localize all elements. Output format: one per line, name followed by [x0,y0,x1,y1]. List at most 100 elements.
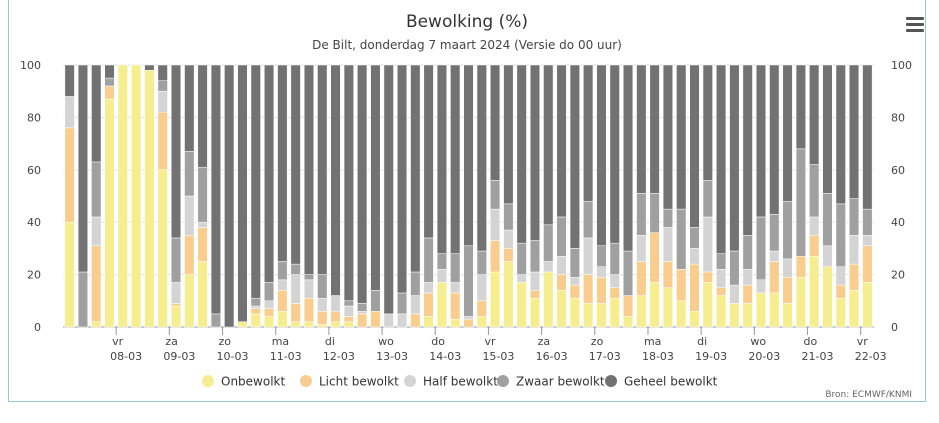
bar-geheel-bewolkt [795,64,806,150]
bar-onbewolkt [317,324,328,328]
legend-item-label[interactable]: Zwaar bewolkt [516,375,605,389]
bar-licht-bewolkt [303,297,314,323]
bar-geheel-bewolkt [224,64,235,328]
bar-half-bewolkt [849,235,860,265]
bar-geheel-bewolkt [583,64,594,202]
bar-half-bewolkt [529,271,541,291]
bar-zwaar-bewolkt [676,208,687,270]
bar-geheel-bewolkt [835,64,846,205]
bar-onbewolkt [91,321,102,328]
bar-zwaar-bewolkt [769,214,780,252]
bar-half-bewolkt [862,235,873,247]
bar-onbewolkt [303,321,314,328]
bar-geheel-bewolkt [609,64,620,244]
bar-zwaar-bewolkt [476,250,487,275]
bar-onbewolkt [450,318,461,328]
bar-licht-bewolkt [769,261,780,294]
x-tick-day-label: di [697,335,707,348]
bar-half-bewolkt [184,195,195,236]
bar-half-bewolkt [410,295,421,315]
bar-licht-bewolkt [556,274,567,291]
y-tick-label-right: 60 [891,164,905,177]
bar-onbewolkt [423,316,434,328]
bar-licht-bewolkt [862,245,873,283]
bar-zwaar-bewolkt [636,193,647,236]
bar-licht-bewolkt [463,318,474,328]
legend-item-label[interactable]: Geheel bewolkt [624,375,718,389]
bar-onbewolkt [795,276,806,328]
bar-zwaar-bewolkt [410,271,421,296]
bar-half-bewolkt [689,248,700,265]
hamburger-menu-icon[interactable] [906,17,924,33]
legend-item-label[interactable]: Onbewolkt [221,375,285,389]
bar-zwaar-bewolkt [689,227,700,249]
bar-licht-bewolkt [742,284,753,304]
bar-zwaar-bewolkt [742,235,753,270]
x-tick-day-label: za [165,335,178,348]
legend-item-label[interactable]: Licht bewolkt [319,375,399,389]
bar-licht-bewolkt [782,276,793,304]
bar-licht-bewolkt [184,235,195,275]
x-tick-day-label: vr [112,335,124,348]
bar-half-bewolkt [583,237,594,275]
bar-onbewolkt [822,266,833,328]
x-tick-date-label: 09-03 [163,350,195,363]
bar-zwaar-bewolkt [436,253,447,270]
bar-onbewolkt [237,321,248,328]
credits-text[interactable]: Bron: ECMWF/KNMI [825,390,912,400]
bar-geheel-bewolkt [463,64,474,247]
bar-onbewolkt [476,316,487,328]
bar-zwaar-bewolkt [862,208,873,236]
bar-onbewolkt [689,311,700,328]
bar-licht-bewolkt [170,303,182,307]
bar-licht-bewolkt [343,316,354,323]
bar-zwaar-bewolkt [795,148,806,257]
bar-onbewolkt [742,303,753,328]
bar-zwaar-bewolkt [583,200,594,239]
x-tick-date-label: 19-03 [695,350,727,363]
bar-geheel-bewolkt [410,64,421,273]
bar-half-bewolkt [609,274,620,288]
bar-geheel-bewolkt [569,64,580,249]
legend-marker [202,375,214,387]
bar-onbewolkt [609,297,620,328]
bar-geheel-bewolkt [423,64,434,239]
y-tick-label-left: 60 [27,164,41,177]
bar-onbewolkt [170,305,182,328]
bar-zwaar-bewolkt [250,297,261,307]
bar-onbewolkt [676,300,687,328]
bar-onbewolkt [343,321,354,328]
bar-half-bewolkt [250,305,261,309]
y-tick-label-right: 100 [891,59,912,72]
bar-half-bewolkt [769,250,780,262]
bar-onbewolkt [330,321,341,328]
bar-zwaar-bewolkt [303,274,314,281]
bar-geheel-bewolkt [676,64,687,210]
bar-onbewolkt [117,64,128,328]
bar-onbewolkt [649,282,660,328]
bar-licht-bewolkt [689,263,700,312]
bar-licht-bewolkt [596,276,607,304]
bar-zwaar-bewolkt [662,208,673,228]
bar-half-bewolkt [835,266,846,286]
bar-onbewolkt [556,290,567,328]
bar-licht-bewolkt [410,313,421,328]
bar-zwaar-bewolkt [277,261,288,281]
bar-geheel-bewolkt [317,64,328,275]
bar-half-bewolkt [716,269,727,288]
bar-geheel-bewolkt [330,64,341,296]
x-tick-day-label: zo [591,335,604,348]
legend-item-label[interactable]: Half bewolkt [423,375,498,389]
bar-zwaar-bewolkt [490,180,501,210]
bar-zwaar-bewolkt [649,193,660,233]
bar-geheel-bewolkt [529,64,541,241]
bar-zwaar-bewolkt [835,203,846,267]
bar-half-bewolkt [556,256,567,275]
bar-geheel-bewolkt [849,64,860,199]
bar-half-bewolkt [543,261,554,273]
bar-licht-bewolkt [569,284,580,299]
x-tick-day-label: do [431,335,445,348]
bar-half-bewolkt [450,282,461,294]
bar-zwaar-bewolkt [370,290,381,312]
bar-onbewolkt [104,98,115,328]
